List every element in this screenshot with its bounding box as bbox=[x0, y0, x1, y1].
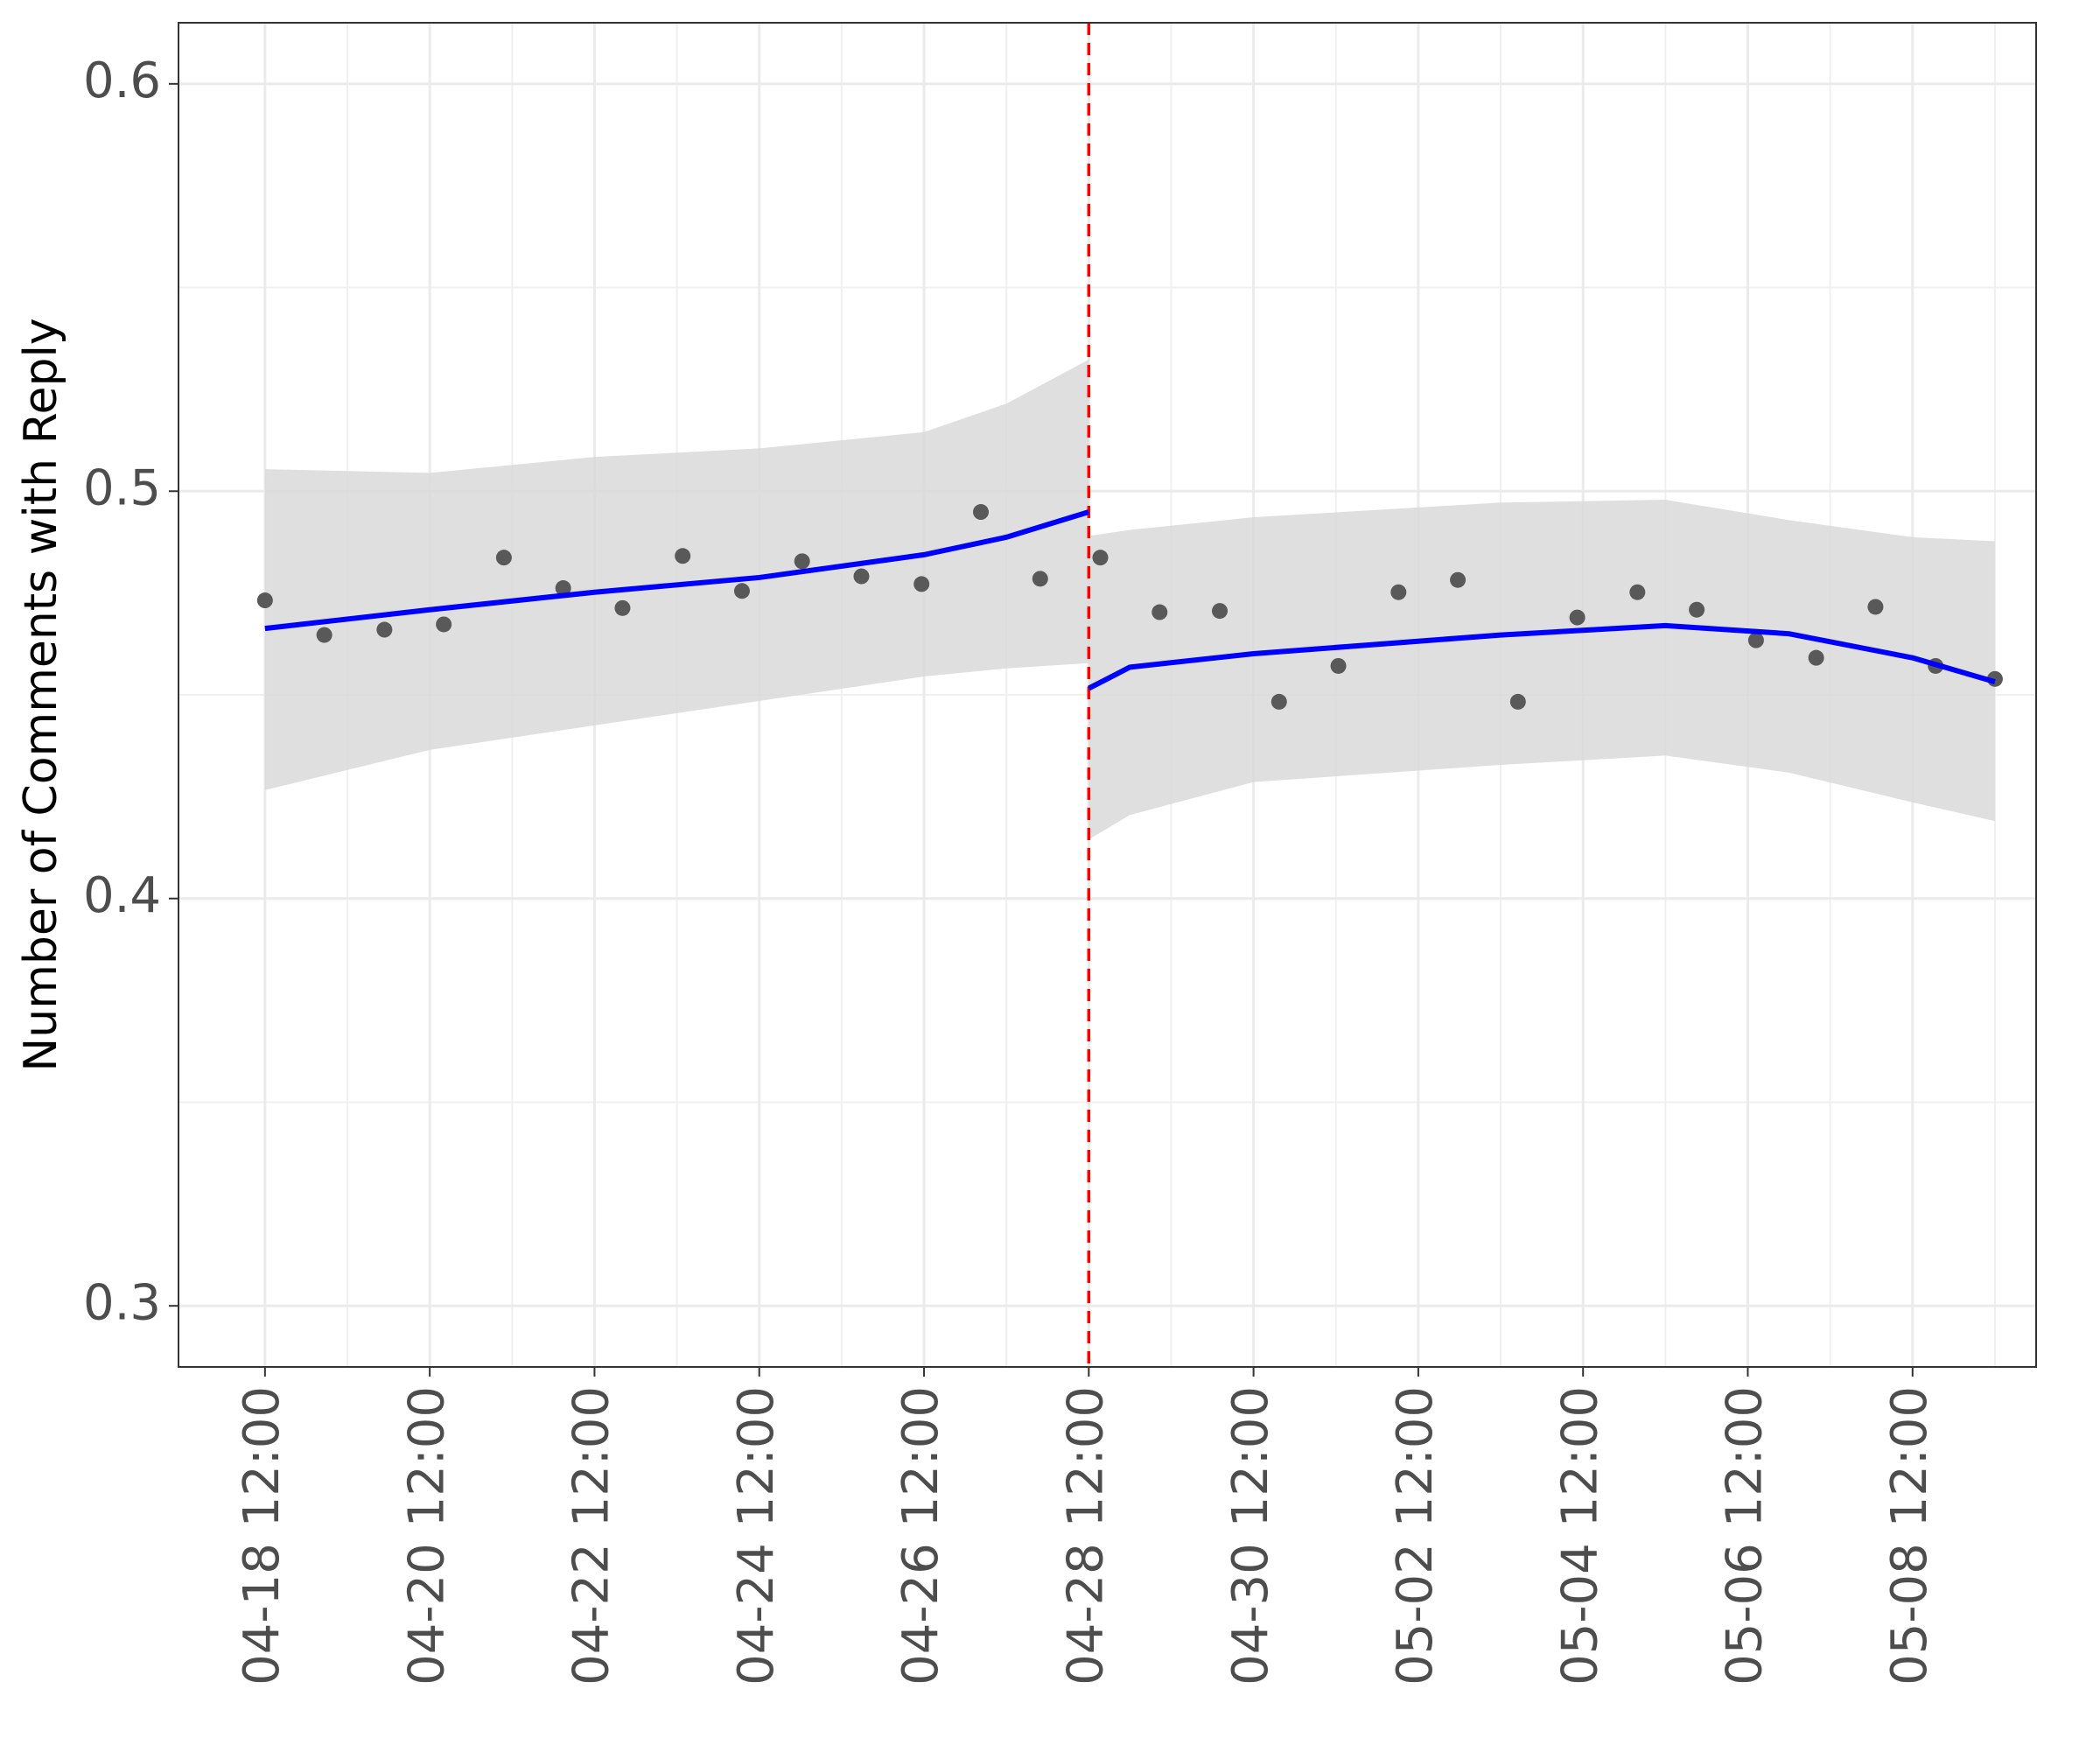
data-point bbox=[1390, 584, 1407, 600]
y-tick-label: 0.3 bbox=[83, 1274, 161, 1331]
data-point bbox=[1450, 571, 1466, 588]
y-tick-label: 0.5 bbox=[83, 459, 161, 516]
data-point bbox=[1152, 604, 1168, 620]
data-point bbox=[1032, 571, 1048, 587]
data-point bbox=[733, 583, 750, 599]
data-point bbox=[914, 576, 930, 592]
x-tick-label: 05-08 12:00 bbox=[1881, 1386, 1938, 1685]
x-tick-label: 05-04 12:00 bbox=[1551, 1386, 1608, 1685]
data-point bbox=[1629, 584, 1646, 600]
data-point bbox=[555, 580, 571, 597]
data-point bbox=[853, 568, 870, 585]
x-tick-label: 04-24 12:00 bbox=[728, 1386, 785, 1685]
data-point bbox=[1092, 550, 1109, 566]
x-tick-label: 04-18 12:00 bbox=[234, 1386, 290, 1685]
plot-border bbox=[178, 22, 2037, 1368]
x-tick-label: 04-28 12:00 bbox=[1057, 1386, 1114, 1685]
data-point bbox=[495, 550, 512, 566]
confidence-band bbox=[1088, 500, 1995, 840]
x-tick-label: 04-26 12:00 bbox=[892, 1386, 949, 1685]
data-point bbox=[316, 627, 332, 643]
data-point bbox=[1747, 632, 1764, 648]
data-point bbox=[972, 504, 989, 521]
y-axis-label: Number of Comments with Reply bbox=[15, 318, 67, 1071]
data-point bbox=[256, 592, 273, 609]
data-point bbox=[1212, 603, 1228, 620]
confidence-band bbox=[264, 359, 1089, 790]
x-tick-label: 04-20 12:00 bbox=[398, 1386, 455, 1685]
fit-line bbox=[1087, 622, 1996, 691]
data-point bbox=[675, 548, 691, 564]
data-point bbox=[1867, 599, 1884, 615]
y-tick-label: 0.6 bbox=[83, 53, 161, 109]
data-point bbox=[794, 553, 810, 570]
data-point bbox=[436, 616, 452, 633]
data-point bbox=[376, 621, 393, 638]
data-point bbox=[1689, 601, 1705, 618]
y-tick-label: 0.4 bbox=[83, 867, 161, 924]
data-point bbox=[1808, 649, 1824, 666]
data-point bbox=[1330, 657, 1347, 674]
data-point bbox=[1569, 609, 1586, 626]
data-point bbox=[1270, 693, 1287, 710]
x-tick-label: 04-30 12:00 bbox=[1222, 1386, 1279, 1685]
fit-line bbox=[264, 509, 1090, 632]
data-point bbox=[614, 599, 631, 616]
x-tick-label: 05-06 12:00 bbox=[1717, 1386, 1774, 1685]
x-tick-label: 04-22 12:00 bbox=[564, 1386, 620, 1685]
data-point bbox=[1509, 693, 1526, 710]
x-tick-label: 05-02 12:00 bbox=[1387, 1386, 1444, 1685]
